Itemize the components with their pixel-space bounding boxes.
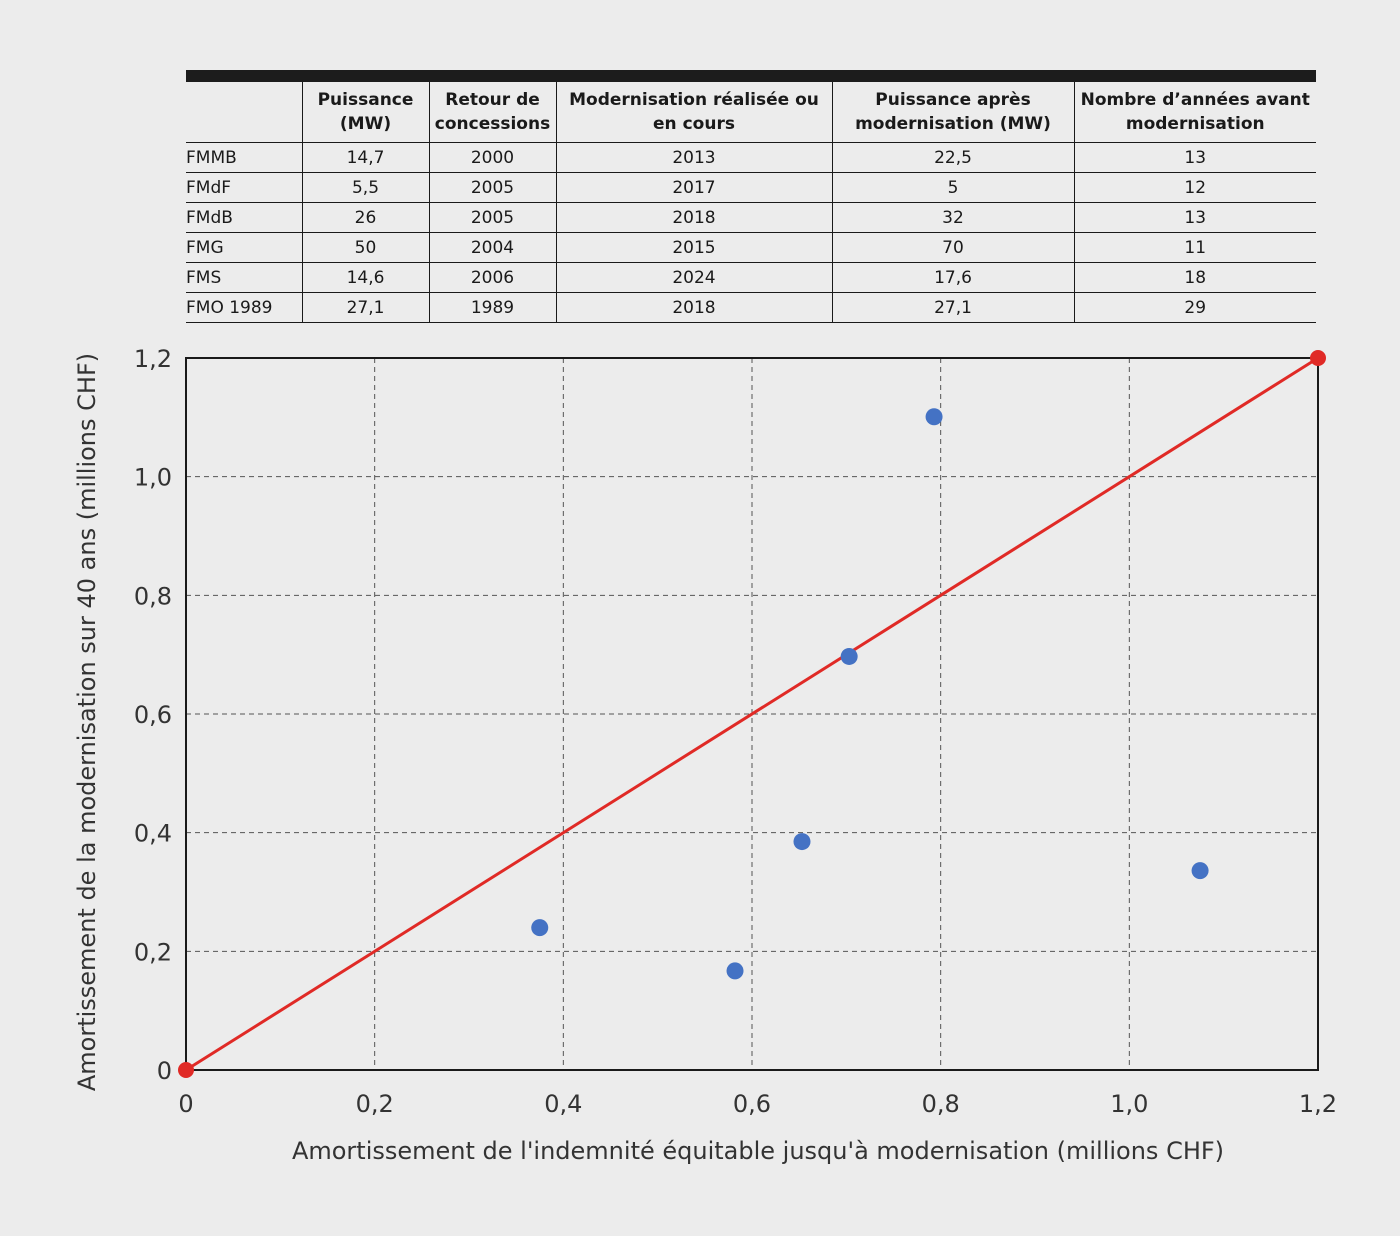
tick-labels: 0 0,2 0,4 0,6 0,8 1,0 1,2 0 0,2 0,4 0,6 0,8 1,0 1,2 [134,345,1337,1118]
table-cell: 14,7 [301,142,429,173]
table-cell: 12 [1073,172,1316,203]
table-cell: FMS [186,262,302,293]
scatter-point [726,962,744,980]
table-cell: 2006 [428,262,556,293]
x-tick-label: 0,4 [544,1090,582,1118]
reference-line-endpoint [1310,350,1326,366]
table-cell: 32 [831,202,1074,233]
table-cell: 13 [1073,142,1316,173]
x-tick-label: 1,0 [1110,1090,1148,1118]
header-cell-retour: Retour de concessions [428,82,556,143]
y-tick-label: 1,2 [134,345,172,373]
y-tick-label: 0,8 [134,582,172,610]
table-cell: 26 [301,202,429,233]
scatter-point [1191,862,1209,880]
x-axis-title: Amortissement de l'indemnité équitable j… [292,1137,1224,1165]
table-cell: 2013 [555,142,832,173]
header-cell-nombre-annees: Nombre d’années avant modernisation [1073,82,1316,143]
header-cell-puissance: Puissance (MW) [301,82,429,143]
y-tick-label: 1,0 [134,464,172,492]
table-row: FMO 1989 27,1 1989 2018 27,1 29 [186,292,1316,323]
reference-line [185,356,1319,1072]
table-cell: 2018 [555,202,832,233]
x-tick-label: 0,6 [733,1090,771,1118]
x-tick-label: 0 [178,1090,193,1118]
reference-line-endpoint [178,1062,194,1078]
table-row: FMS 14,6 2006 2024 17,6 18 [186,262,1316,293]
x-tick-label: 0,2 [356,1090,394,1118]
table-cell: 50 [301,232,429,263]
table-cell: 5,5 [301,172,429,203]
plot-frame [185,357,1319,1071]
table-row: FMdB 26 2005 2018 32 13 [186,202,1316,233]
table-cell: FMG [186,232,302,263]
table-cell: 27,1 [831,292,1074,323]
table-row: FMMB 14,7 2000 2013 22,5 13 [186,142,1316,173]
table-cell: 17,6 [831,262,1074,293]
header-cell-puissance-apres: Puissance après modernisation (MW) [831,82,1074,143]
table-cell: 22,5 [831,142,1074,173]
table-cell: 2017 [555,172,832,203]
table-top-bar [186,70,1316,82]
data-table: Puissance (MW) Retour de concessions Mod… [186,82,1316,323]
scatter-point [531,919,549,937]
header-cell-modernisation: Modernisation réalisée ou en cours [555,82,832,143]
x-tick-label: 1,2 [1299,1090,1337,1118]
table-cell: 1989 [428,292,556,323]
header-cell-name [186,82,302,143]
table-cell: 14,6 [301,262,429,293]
y-tick-label: 0,2 [134,938,172,966]
scatter-point [793,833,811,851]
table-cell: 2004 [428,232,556,263]
table-cell: 70 [831,232,1074,263]
y-tick-label: 0,6 [134,701,172,729]
table-cell: 11 [1073,232,1316,263]
table-cell: 5 [831,172,1074,203]
table-cell: FMMB [186,142,302,173]
scatter-point [925,408,943,426]
y-axis-title: Amortissement de la modernisation sur 40… [73,353,101,1091]
data-table-container: Puissance (MW) Retour de concessions Mod… [186,70,1316,323]
table-cell: 13 [1073,202,1316,233]
table-cell: 29 [1073,292,1316,323]
table-cell: 2015 [555,232,832,263]
table-cell: FMdF [186,172,302,203]
table-cell: 27,1 [301,292,429,323]
y-tick-label: 0,4 [134,820,172,848]
table-cell: FMdB [186,202,302,233]
table-cell: 2000 [428,142,556,173]
table-row: FMdF 5,5 2005 2017 5 12 [186,172,1316,203]
x-tick-label: 0,8 [922,1090,960,1118]
table-row: FMG 50 2004 2015 70 11 [186,232,1316,263]
table-cell: 18 [1073,262,1316,293]
table-cell: 2024 [555,262,832,293]
table-cell: 2018 [555,292,832,323]
table-cell: 2005 [428,172,556,203]
table-header-row: Puissance (MW) Retour de concessions Mod… [186,82,1316,143]
table-cell: FMO 1989 [186,292,302,323]
table-cell: 2005 [428,202,556,233]
y-tick-label: 0 [157,1057,172,1085]
data-series [178,350,1326,1078]
scatter-point [840,647,858,665]
